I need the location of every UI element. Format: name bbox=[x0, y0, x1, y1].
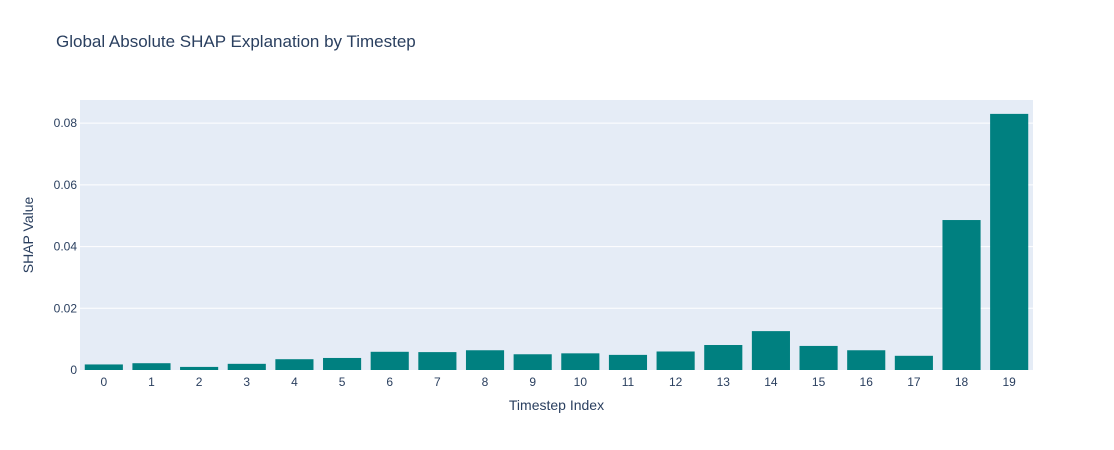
x-tick-label: 11 bbox=[622, 375, 635, 389]
y-tick-label: 0.08 bbox=[54, 116, 78, 130]
bar-timestep-10 bbox=[561, 353, 600, 370]
y-axis-title: SHAP Value bbox=[20, 197, 36, 274]
bar-timestep-16 bbox=[847, 350, 886, 370]
x-tick-label: 18 bbox=[955, 375, 969, 389]
bar-timestep-0 bbox=[84, 364, 123, 370]
bar-timestep-17 bbox=[894, 355, 933, 370]
y-tick-label: 0.02 bbox=[54, 301, 78, 315]
bar-timestep-15 bbox=[799, 345, 838, 370]
bar-timestep-4 bbox=[275, 359, 314, 370]
x-tick-label: 13 bbox=[717, 375, 731, 389]
x-tick-label: 7 bbox=[434, 375, 441, 389]
x-tick-label: 1 bbox=[148, 375, 155, 389]
x-tick-label: 4 bbox=[291, 375, 298, 389]
x-tick-label: 14 bbox=[764, 375, 778, 389]
y-tick-label: 0 bbox=[70, 363, 77, 377]
bar-timestep-6 bbox=[370, 351, 409, 370]
plot-background bbox=[80, 100, 1033, 370]
x-tick-label: 17 bbox=[907, 375, 921, 389]
bar-timestep-18 bbox=[942, 220, 981, 370]
bar-timestep-5 bbox=[323, 357, 362, 370]
chart-title: Global Absolute SHAP Explanation by Time… bbox=[56, 32, 416, 51]
x-tick-label: 0 bbox=[100, 375, 107, 389]
bar-timestep-3 bbox=[227, 363, 266, 370]
gridlines bbox=[80, 122, 1033, 309]
y-axis-ticks: 0 0.02 0.04 0.06 0.08 bbox=[54, 116, 78, 377]
bar-timestep-12 bbox=[656, 351, 695, 370]
x-tick-label: 10 bbox=[574, 375, 588, 389]
bar-timestep-1 bbox=[132, 363, 171, 370]
y-tick-label: 0.04 bbox=[54, 240, 78, 254]
x-tick-label: 15 bbox=[812, 375, 826, 389]
bar-timestep-19 bbox=[990, 113, 1029, 370]
bar-timestep-2 bbox=[180, 366, 219, 370]
x-tick-label: 3 bbox=[243, 375, 250, 389]
bar-timestep-7 bbox=[418, 352, 457, 370]
y-tick-label: 0.06 bbox=[54, 178, 78, 192]
x-tick-label: 2 bbox=[196, 375, 203, 389]
x-tick-label: 9 bbox=[529, 375, 536, 389]
bar-timestep-11 bbox=[608, 354, 648, 370]
bar-timestep-13 bbox=[704, 345, 743, 370]
x-axis-ticks: 0 1 2 3 4 5 6 7 8 9 10 11 12 13 14 15 16 17 18 19 bbox=[100, 375, 1016, 389]
x-tick-label: 8 bbox=[482, 375, 489, 389]
x-tick-label: 19 bbox=[1002, 375, 1016, 389]
x-tick-label: 16 bbox=[860, 375, 874, 389]
x-axis-title: Timestep Index bbox=[509, 397, 604, 413]
x-tick-label: 5 bbox=[339, 375, 346, 389]
x-tick-label: 6 bbox=[386, 375, 393, 389]
bar-timestep-8 bbox=[465, 350, 505, 370]
bar-timestep-9 bbox=[513, 354, 552, 370]
x-tick-label: 12 bbox=[669, 375, 683, 389]
bars bbox=[84, 113, 1029, 370]
bar-timestep-14 bbox=[751, 331, 790, 370]
